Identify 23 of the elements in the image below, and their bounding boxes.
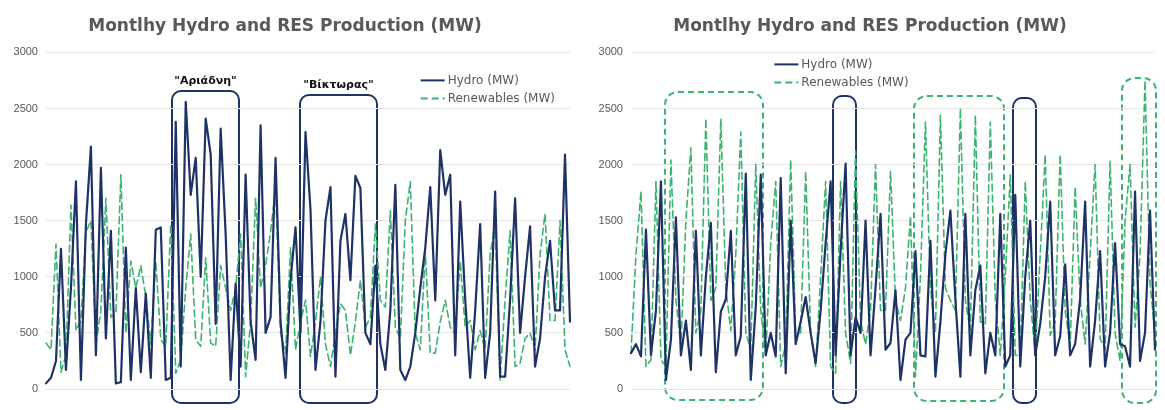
- y-tick-label: 1000: [13, 269, 38, 282]
- y-tick-label: 500: [19, 325, 38, 338]
- y-tick-label: 0: [616, 382, 623, 395]
- y-tick-label: 1000: [598, 269, 623, 282]
- y-tick-label: 1500: [598, 213, 623, 226]
- y-tick-label: 1500: [13, 213, 38, 226]
- y-tick-label: 2500: [598, 101, 623, 114]
- y-tick-label: 500: [604, 325, 623, 338]
- y-tick-label: 0: [31, 382, 38, 395]
- legend-label: Hydro (MW): [447, 72, 519, 87]
- legend-label: Renewables (MW): [447, 90, 556, 105]
- legend-label: Hydro (MW): [801, 56, 873, 71]
- y-tick-label: 3000: [598, 45, 623, 58]
- y-tick-label: 2500: [13, 101, 38, 114]
- line-series: [45, 173, 571, 381]
- y-tick-label: 2000: [13, 157, 38, 170]
- chart-title: Montlhy Hydro and RES Production (MW): [673, 14, 1067, 35]
- y-tick-label: 3000: [13, 45, 38, 58]
- legend-label: Renewables (MW): [801, 74, 909, 89]
- chart-title: Montlhy Hydro and RES Production (MW): [88, 14, 482, 35]
- annotation: "Αριάδνη": [174, 74, 237, 87]
- annotation: "Βίκτωρας": [303, 78, 374, 91]
- y-tick-label: 2000: [598, 157, 623, 170]
